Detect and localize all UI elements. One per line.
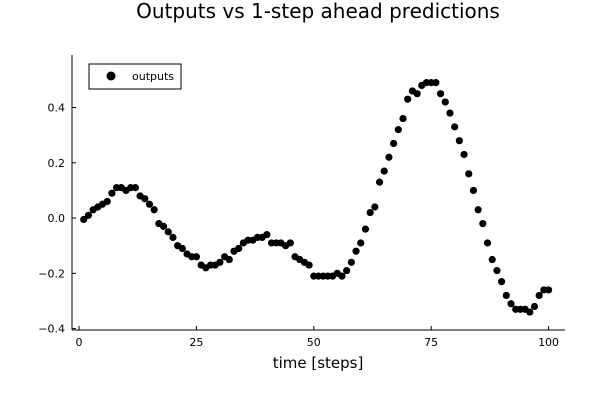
data-point [526, 308, 534, 316]
data-point [263, 231, 271, 239]
data-point [343, 266, 351, 275]
data-point [385, 153, 393, 161]
data-point [235, 244, 243, 253]
y-tick-label: −0.2 [38, 267, 65, 280]
data-point [465, 170, 473, 178]
data-point [446, 109, 454, 117]
y-tick-label: −0.4 [38, 323, 65, 336]
data-point [305, 261, 313, 269]
data-point [225, 255, 233, 264]
data-point [164, 228, 172, 236]
y-tick-label: 0.0 [48, 212, 66, 225]
data-point [178, 244, 186, 253]
data-point [84, 211, 93, 219]
data-point [357, 239, 365, 247]
x-axis-label: time [steps] [273, 354, 364, 372]
data-point [380, 167, 388, 175]
data-point [103, 197, 111, 206]
axes: 0 25 50 75 100 −0.4 −0.2 0.0 0.2 0.4 [38, 55, 565, 349]
data-point [216, 258, 224, 266]
y-tick-label: 0.4 [48, 102, 66, 115]
data-point [192, 253, 201, 261]
x-tick-label: 50 [307, 336, 321, 349]
data-point [390, 139, 398, 148]
data-point [436, 90, 445, 98]
data-point [352, 247, 360, 255]
x-tick-label: 100 [538, 336, 559, 349]
data-point [413, 90, 421, 98]
data-point [474, 206, 482, 214]
data-point [455, 137, 463, 145]
data-point [150, 206, 158, 214]
data-point [108, 189, 116, 197]
data-point [507, 300, 515, 308]
x-tick-label: 25 [189, 336, 203, 349]
legend: outputs [88, 63, 182, 90]
data-point [361, 225, 370, 233]
data-point [488, 255, 496, 264]
x-tick-label: 0 [76, 336, 83, 349]
data-point [141, 195, 149, 203]
data-point [169, 233, 177, 242]
data-point [338, 272, 346, 280]
data-point [131, 184, 139, 192]
x-tick-label: 75 [424, 336, 438, 349]
data-point [347, 258, 355, 266]
legend-marker [106, 71, 116, 81]
data-point [80, 215, 88, 224]
y-tick-label: 0.2 [48, 157, 66, 170]
data-point [469, 186, 478, 195]
data-point [498, 278, 506, 286]
data-point [493, 266, 501, 275]
data-point [404, 95, 412, 103]
data-point [399, 114, 407, 123]
data-point [441, 98, 449, 106]
data-point [371, 203, 379, 211]
data-point [460, 150, 468, 159]
data-point [535, 291, 543, 300]
data-point [432, 79, 440, 87]
data-point [483, 239, 492, 247]
data-point [451, 123, 459, 131]
legend-label-outputs: outputs [132, 70, 174, 83]
data-point [530, 302, 539, 311]
data-point [544, 286, 553, 294]
data-point [394, 126, 402, 134]
data-points [80, 79, 553, 316]
legend-box [88, 63, 182, 90]
data-point [159, 222, 168, 230]
data-point [375, 178, 384, 186]
data-point [479, 219, 487, 228]
data-point [145, 200, 154, 208]
data-point [502, 291, 510, 300]
data-point [286, 239, 294, 247]
data-point [366, 208, 374, 217]
chart-title: Outputs vs 1-step ahead predictions [136, 0, 500, 23]
